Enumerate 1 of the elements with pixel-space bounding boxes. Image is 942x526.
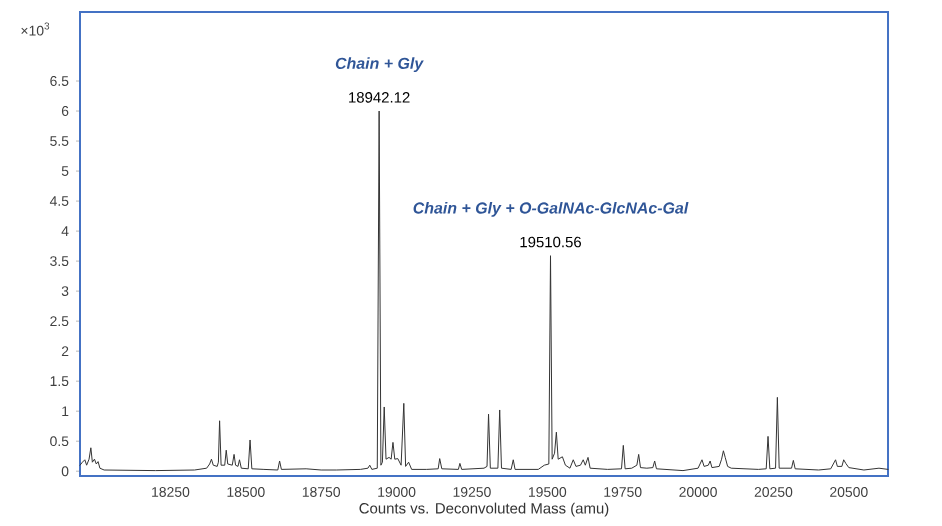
line-series <box>79 110 889 472</box>
